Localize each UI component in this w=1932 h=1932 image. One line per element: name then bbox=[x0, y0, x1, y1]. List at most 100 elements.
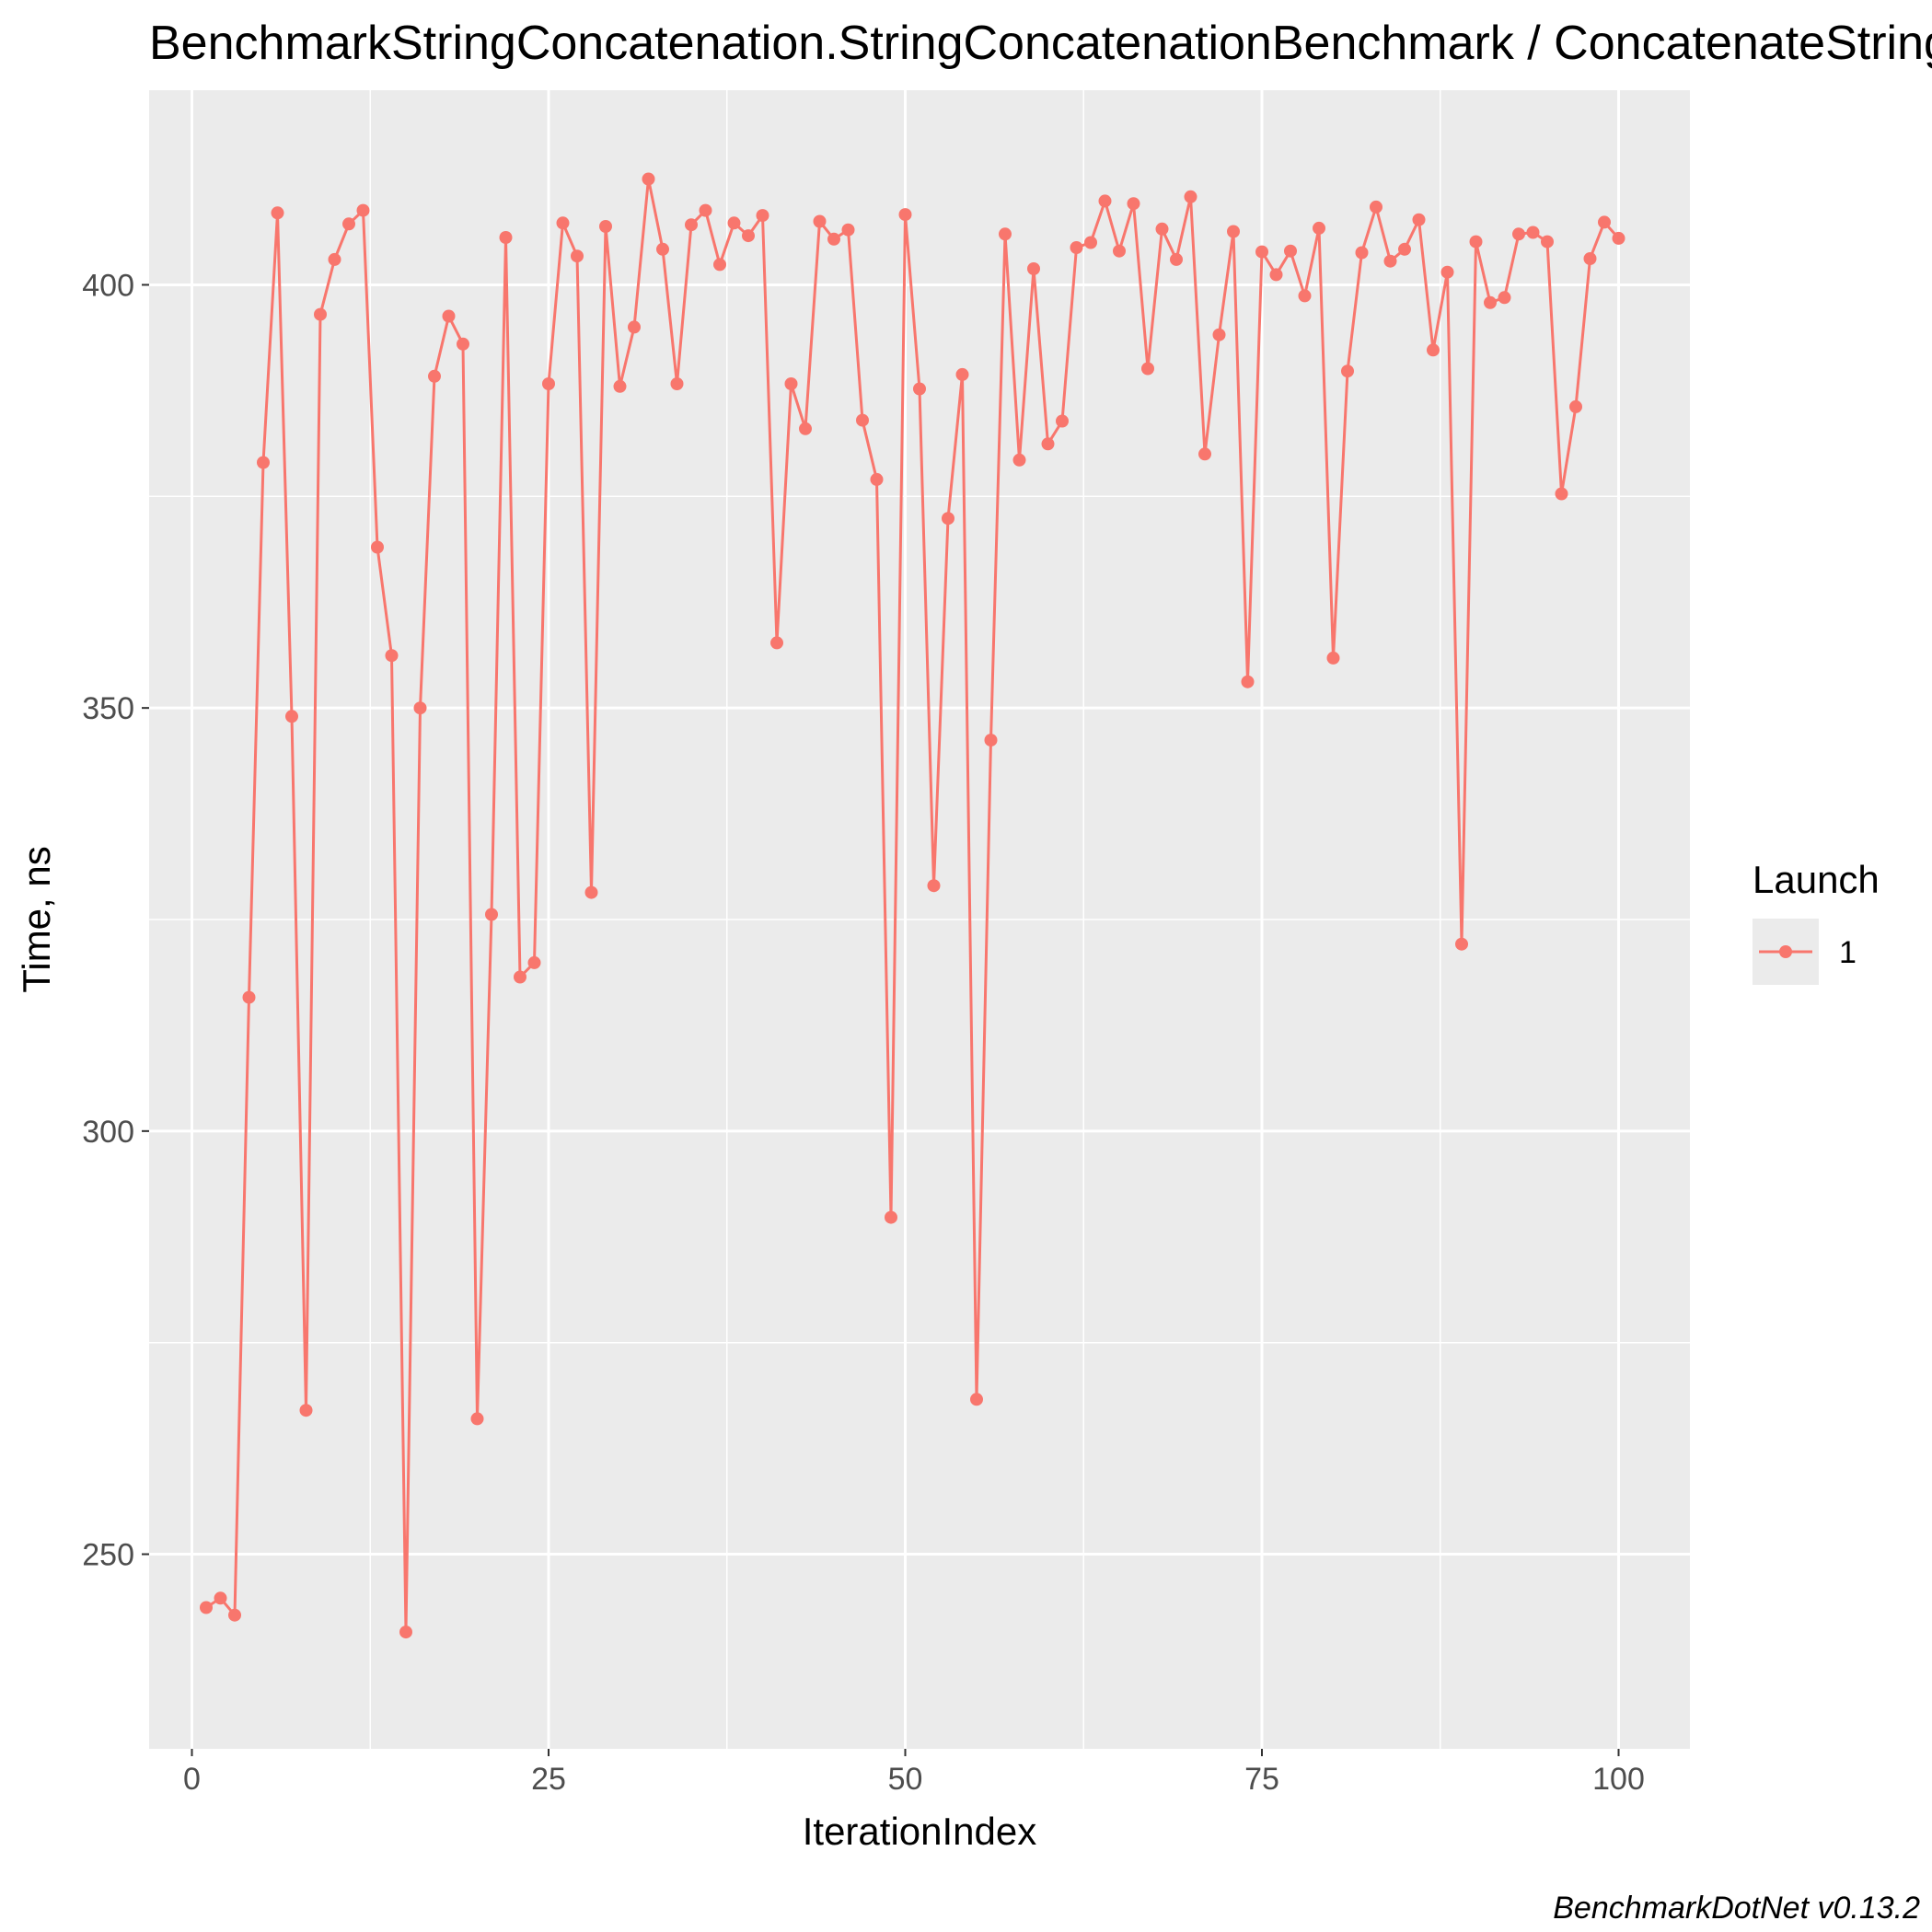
x-tick-label: 25 bbox=[531, 1762, 566, 1797]
data-point bbox=[285, 710, 298, 723]
data-point bbox=[870, 472, 884, 486]
data-point bbox=[1141, 362, 1154, 376]
data-point bbox=[685, 218, 698, 232]
data-point bbox=[527, 955, 541, 969]
series-line bbox=[205, 179, 1620, 1633]
data-point bbox=[885, 1210, 897, 1224]
data-point bbox=[385, 649, 399, 663]
data-point bbox=[613, 379, 627, 393]
data-point bbox=[485, 908, 498, 921]
x-tick-label: 100 bbox=[1592, 1762, 1645, 1797]
x-tick-label: 75 bbox=[1244, 1762, 1279, 1797]
data-point bbox=[628, 320, 641, 334]
y-axis-ticks: 250 300 350 400 bbox=[82, 268, 149, 1573]
data-point bbox=[1012, 453, 1026, 467]
caption: BenchmarkDotNet v0.13.2 bbox=[1553, 1891, 1920, 1926]
data-point bbox=[328, 252, 341, 266]
y-tick-label: 300 bbox=[82, 1115, 134, 1150]
data-point bbox=[499, 231, 513, 244]
series-points bbox=[200, 172, 1625, 1639]
data-point bbox=[1084, 236, 1097, 249]
data-point bbox=[642, 172, 655, 186]
data-point bbox=[1512, 227, 1525, 241]
data-point bbox=[1070, 241, 1083, 254]
data-point bbox=[584, 885, 598, 899]
data-point bbox=[1555, 487, 1568, 501]
data-point bbox=[228, 1608, 241, 1622]
data-point bbox=[356, 203, 370, 217]
data-point bbox=[1027, 262, 1040, 275]
data-point bbox=[699, 203, 712, 217]
data-point bbox=[799, 422, 812, 435]
data-point bbox=[271, 206, 284, 220]
data-point bbox=[257, 456, 270, 469]
data-point bbox=[713, 258, 726, 272]
data-point bbox=[898, 208, 912, 222]
legend-title: Launch bbox=[1753, 858, 1880, 901]
data-point bbox=[514, 970, 526, 984]
data-point bbox=[399, 1625, 412, 1639]
data-point bbox=[942, 512, 954, 526]
data-point bbox=[1127, 197, 1140, 211]
data-point bbox=[756, 209, 769, 223]
data-point bbox=[1412, 213, 1426, 226]
data-point bbox=[1313, 221, 1325, 235]
data-point bbox=[999, 227, 1012, 241]
data-point bbox=[299, 1404, 313, 1417]
data-point bbox=[770, 636, 783, 650]
data-point bbox=[1184, 190, 1197, 203]
data-point bbox=[571, 249, 584, 263]
data-point bbox=[342, 217, 355, 231]
y-tick-label: 250 bbox=[82, 1538, 134, 1573]
data-point bbox=[742, 229, 755, 243]
y-tick-label: 350 bbox=[82, 691, 134, 726]
data-point bbox=[214, 1591, 227, 1605]
data-point bbox=[984, 734, 998, 747]
x-axis: 0 25 50 75 100 bbox=[183, 1749, 1645, 1797]
chart-title: BenchmarkStringConcatenation.StringConca… bbox=[149, 17, 1932, 70]
data-point bbox=[1284, 244, 1297, 258]
data-point bbox=[1569, 399, 1582, 413]
data-point bbox=[1098, 194, 1112, 208]
data-point bbox=[1056, 414, 1069, 428]
data-point bbox=[1370, 200, 1382, 214]
data-point bbox=[1170, 252, 1183, 266]
data-point bbox=[1198, 447, 1211, 461]
data-point bbox=[1326, 651, 1340, 665]
data-point bbox=[599, 220, 612, 233]
data-point bbox=[1498, 291, 1511, 305]
x-tick-label: 50 bbox=[888, 1762, 923, 1797]
data-point bbox=[813, 214, 827, 228]
y-axis-title: Time, ns bbox=[15, 846, 58, 992]
data-point bbox=[1255, 245, 1268, 259]
data-point bbox=[556, 216, 570, 230]
data-point bbox=[1455, 937, 1468, 951]
legend: Launch 1 bbox=[1753, 858, 1880, 985]
x-axis-ticks: 0 25 50 75 100 bbox=[183, 1749, 1645, 1797]
y-tick-label: 400 bbox=[82, 268, 134, 303]
legend-label: 1 bbox=[1839, 935, 1857, 970]
data-point bbox=[856, 413, 869, 427]
y-axis: 250 300 350 400 bbox=[82, 268, 149, 1573]
data-point bbox=[784, 377, 798, 390]
data-point bbox=[1526, 226, 1540, 239]
data-point bbox=[656, 242, 669, 256]
data-point bbox=[314, 307, 327, 321]
data-point bbox=[727, 216, 741, 230]
legend-key-point bbox=[1779, 945, 1792, 958]
data-point bbox=[1383, 254, 1397, 268]
data-point bbox=[1541, 235, 1554, 249]
data-point bbox=[1241, 675, 1255, 688]
data-point bbox=[927, 879, 941, 893]
data-point bbox=[1484, 295, 1497, 309]
data-point bbox=[913, 382, 926, 396]
data-point bbox=[1440, 265, 1454, 279]
data-point bbox=[1212, 328, 1226, 341]
data-point bbox=[1041, 437, 1055, 451]
data-point bbox=[1341, 364, 1354, 378]
data-point bbox=[200, 1601, 213, 1614]
data-point bbox=[542, 377, 555, 390]
data-point bbox=[242, 990, 256, 1004]
data-point bbox=[442, 309, 456, 323]
